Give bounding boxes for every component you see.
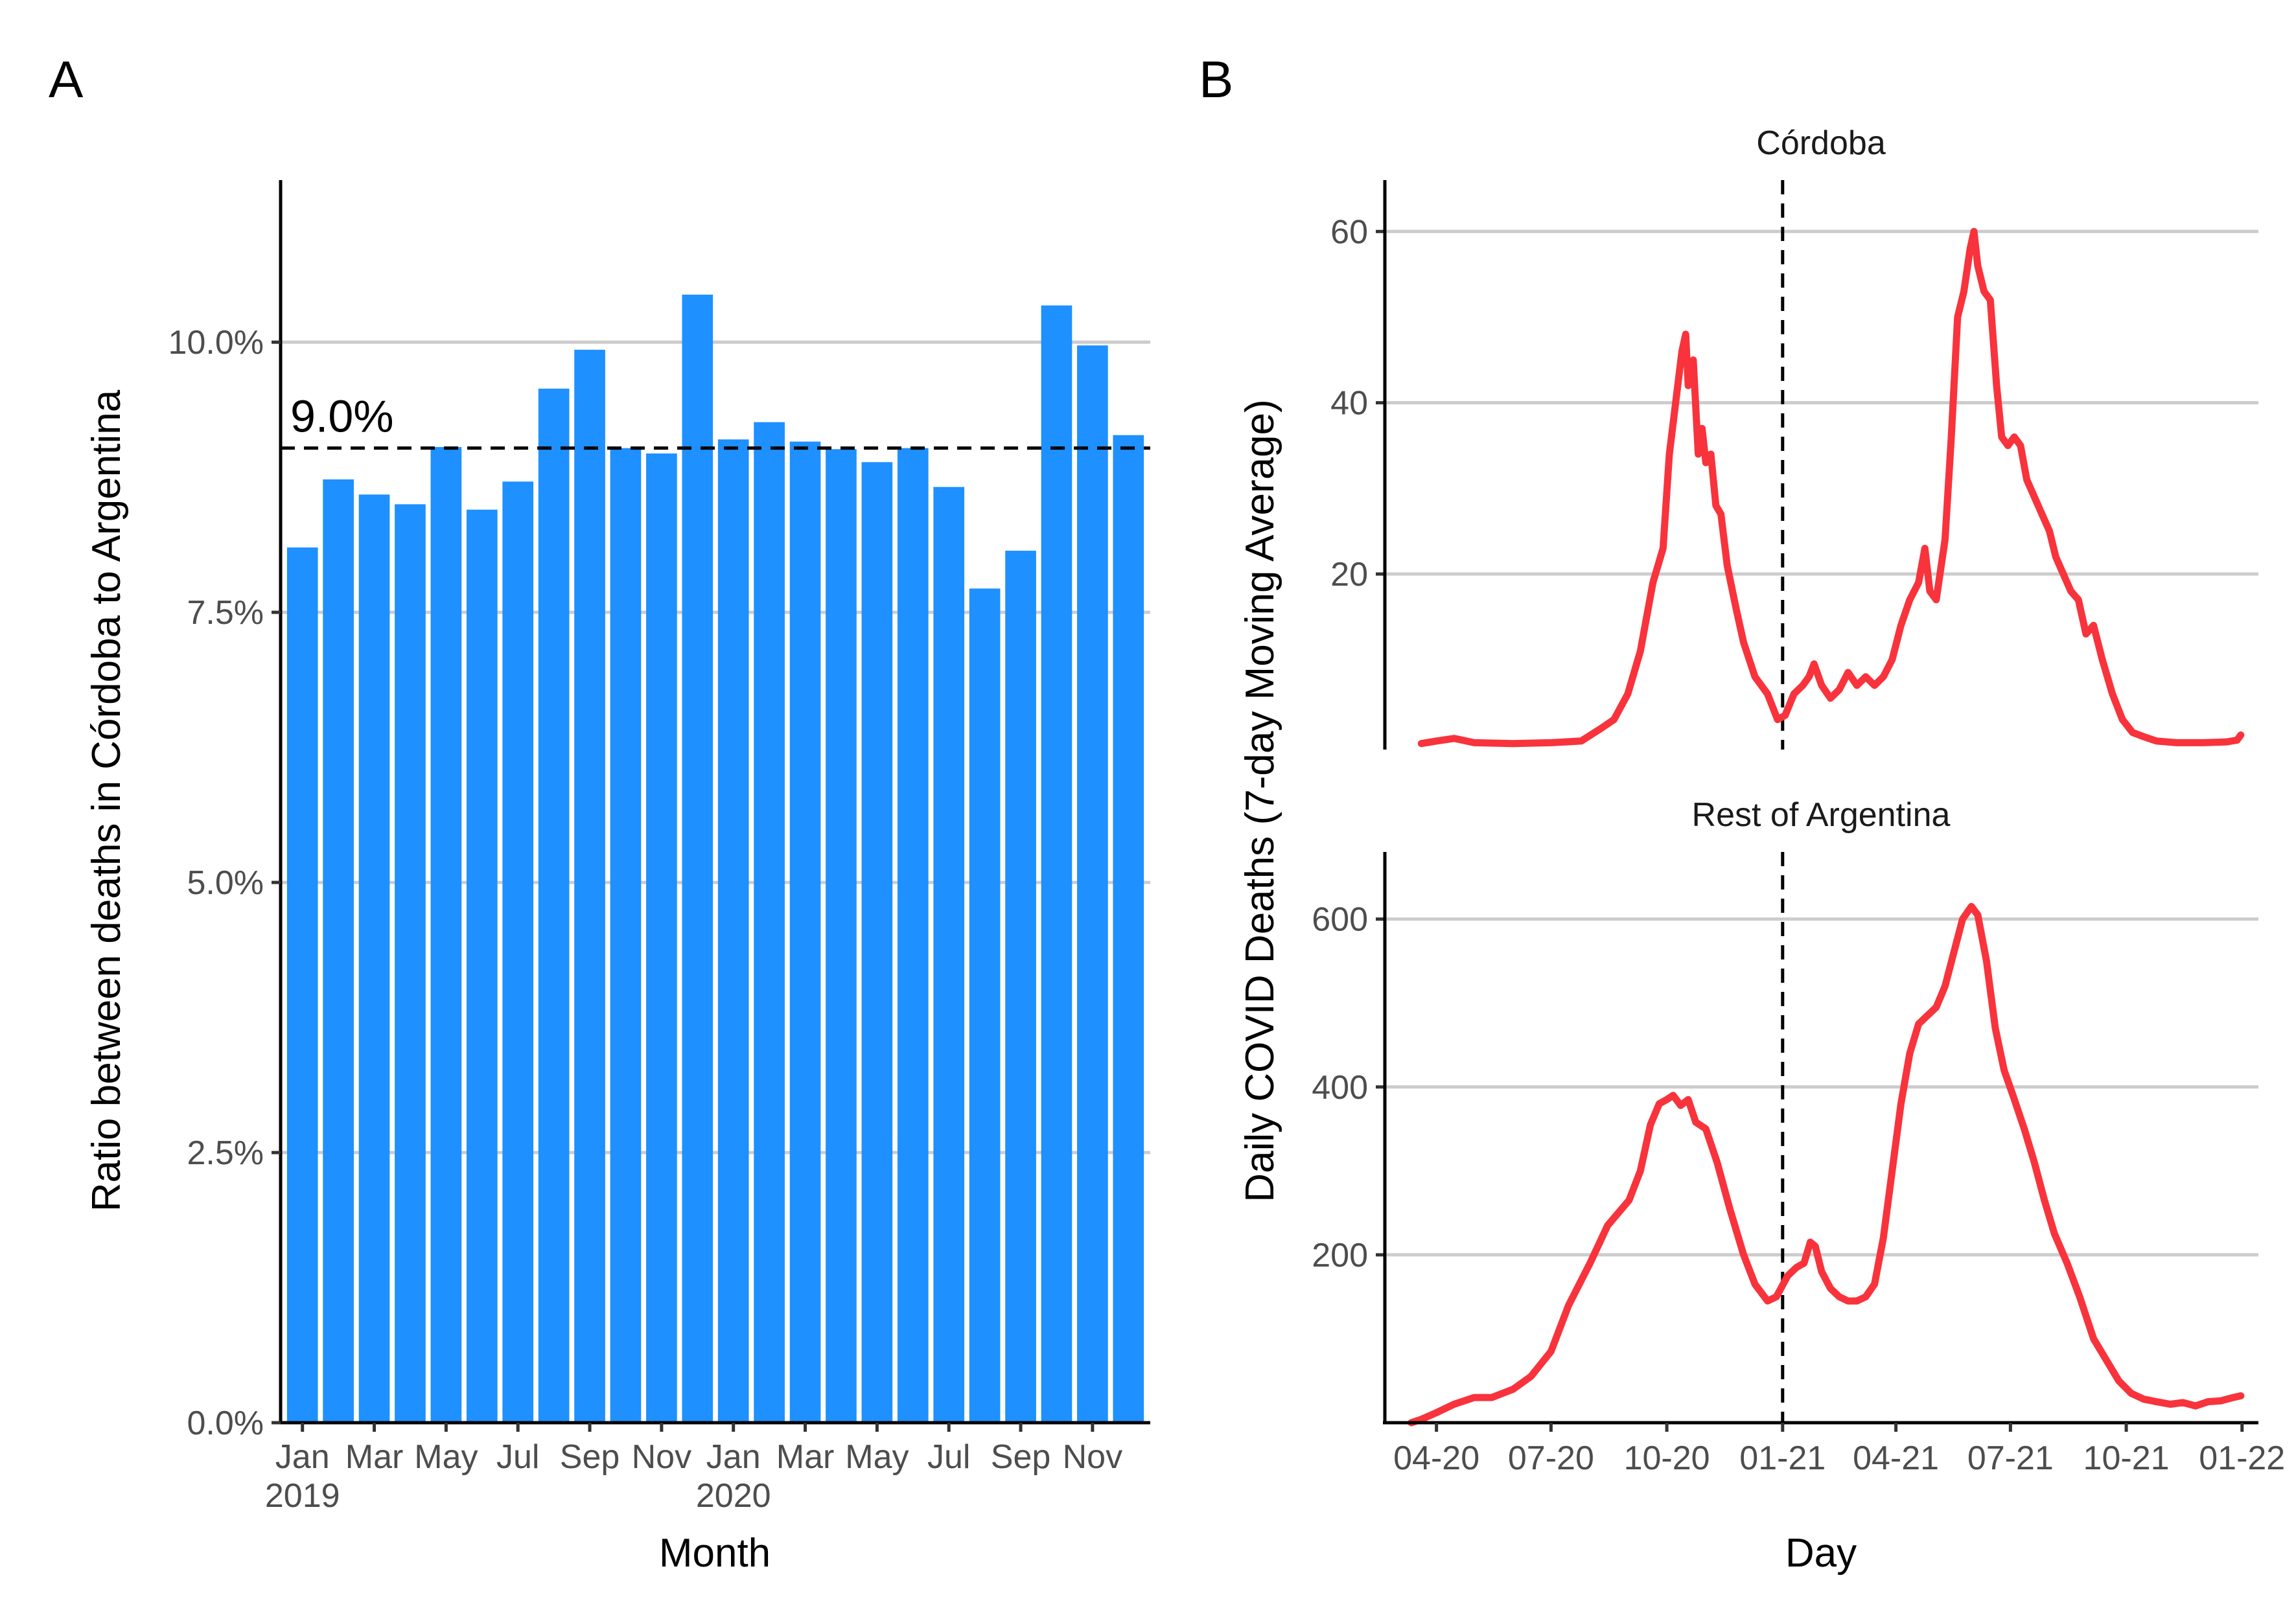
panel-a-y-tick-label: 7.5% — [187, 594, 264, 632]
bar-2020-10 — [1041, 305, 1073, 1423]
facet-cordoba-y-tick-label: 20 — [1330, 556, 1368, 593]
bar-2019-10 — [610, 448, 642, 1423]
bar-2019-01 — [286, 547, 318, 1423]
facet-rest-y-tick-label: 400 — [1312, 1069, 1368, 1107]
facet-rest-y-ticks: 200 400 600 — [1312, 901, 1385, 1274]
bar-2019-06 — [466, 509, 498, 1423]
facet-cordoba: Córdoba 20 40 60 — [1330, 124, 2258, 750]
panel-a-y-axis-title: Ratio between deaths in Córdoba to Argen… — [84, 389, 129, 1211]
panel-a-x-axis-title: Month — [659, 1531, 771, 1576]
panel-a-x-tick-label: Jan — [706, 1438, 761, 1476]
facet-rest-y-tick-label: 600 — [1312, 901, 1368, 939]
panel-b-x-tick-label: 01-22 — [2199, 1440, 2285, 1477]
panel-b: B Córdoba 20 40 60 Rest of Argentina 200 40… — [1199, 51, 2285, 1576]
facet-rest-of-argentina: Rest of Argentina 200 400 600 04-20 07-20 10… — [1312, 796, 2285, 1477]
bar-2020-02 — [754, 422, 785, 1423]
facet-cordoba-y-tick-label: 40 — [1330, 385, 1368, 422]
panel-a-x-tick-year: 2020 — [696, 1477, 771, 1515]
facet-cordoba-deaths-line — [1417, 227, 2245, 748]
bar-2019-07 — [502, 481, 534, 1423]
panel-a-x-tick-year: 2019 — [265, 1477, 340, 1515]
panel-a-bars — [286, 294, 1144, 1423]
bar-2020-07 — [933, 487, 965, 1423]
panel-a-axes — [279, 180, 1150, 1425]
bar-2020-05 — [861, 462, 893, 1423]
bar-2019-08 — [538, 388, 570, 1423]
facet-cordoba-gridlines — [1385, 229, 2258, 576]
bar-2019-03 — [358, 494, 390, 1423]
panel-b-x-tick-label: 04-21 — [1853, 1440, 1939, 1477]
bar-2020-08 — [969, 588, 1001, 1423]
panel-b-x-tick-label: 07-20 — [1508, 1440, 1594, 1477]
panel-b-x-tick-label: 10-20 — [1624, 1440, 1710, 1477]
bar-2019-02 — [323, 479, 354, 1423]
panel-a-x-tick-label: Mar — [345, 1438, 404, 1476]
panel-a-x-tick-label: Sep — [560, 1438, 620, 1476]
panel-a-x-tick-label: Nov — [1063, 1438, 1122, 1476]
panel-b-tag: B — [1199, 51, 1233, 108]
panel-b-x-axis-title: Day — [1785, 1531, 1857, 1576]
bar-2020-11 — [1077, 345, 1108, 1423]
panel-a-x-tick-label: Mar — [776, 1438, 835, 1476]
panel-a-y-ticks: 0.0% 2.5% 5.0% 7.5% 10.0% — [168, 324, 281, 1442]
facet-rest-x-ticks: 04-20 07-20 10-20 01-21 04-21 07-21 10-21 01-22 — [1393, 1423, 2285, 1477]
bar-2019-04 — [395, 504, 426, 1423]
bar-2019-09 — [574, 349, 605, 1423]
bar-2020-09 — [1005, 551, 1036, 1423]
panel-b-x-tick-label: 01-21 — [1739, 1440, 1826, 1477]
bar-2020-12 — [1113, 435, 1144, 1423]
facet-rest-deaths-line — [1408, 902, 2245, 1427]
panel-a-x-tick-label: Sep — [991, 1438, 1051, 1476]
bar-2020-06 — [897, 448, 929, 1423]
panel-a-x-tick-label: Jul — [496, 1438, 539, 1476]
panel-b-x-tick-label: 10-21 — [2083, 1440, 2170, 1477]
reference-line-label: 9.0% — [290, 391, 394, 442]
panel-a-y-tick-label: 0.0% — [187, 1405, 264, 1442]
panel-a-y-tick-label: 10.0% — [168, 324, 264, 362]
bar-2020-04 — [826, 449, 857, 1423]
panel-a-y-tick-label: 2.5% — [187, 1134, 264, 1172]
facet-rest-y-tick-label: 200 — [1312, 1237, 1368, 1274]
panel-a-tag: A — [49, 51, 84, 108]
bar-2019-12 — [682, 294, 713, 1423]
bar-2020-03 — [789, 441, 821, 1423]
facet-rest-gridlines — [1385, 917, 2258, 1257]
bar-2020-01 — [717, 439, 749, 1423]
panel-a-x-tick-label: May — [414, 1438, 478, 1476]
bar-2019-05 — [430, 446, 462, 1423]
facet-cordoba-y-ticks: 20 40 60 — [1330, 213, 1385, 593]
panel-a-x-tick-label: Nov — [632, 1438, 691, 1476]
facet-cordoba-strip-label: Córdoba — [1756, 124, 1886, 162]
panel-b-x-tick-label: 04-20 — [1393, 1440, 1479, 1477]
panel-b-y-axis-title: Daily COVID Deaths (7-day Moving Average… — [1238, 399, 1282, 1202]
panel-a-x-tick-label: Jul — [927, 1438, 970, 1476]
panel-a-x-tick-label: May — [845, 1438, 909, 1476]
panel-a-y-tick-label: 5.0% — [187, 864, 264, 902]
panel-b-x-tick-label: 07-21 — [1967, 1440, 2054, 1477]
facet-cordoba-y-tick-label: 60 — [1330, 213, 1368, 251]
facet-rest-strip-label: Rest of Argentina — [1692, 796, 1951, 834]
panel-a-x-tick-label: Jan — [275, 1438, 330, 1476]
bar-2019-11 — [646, 453, 677, 1423]
